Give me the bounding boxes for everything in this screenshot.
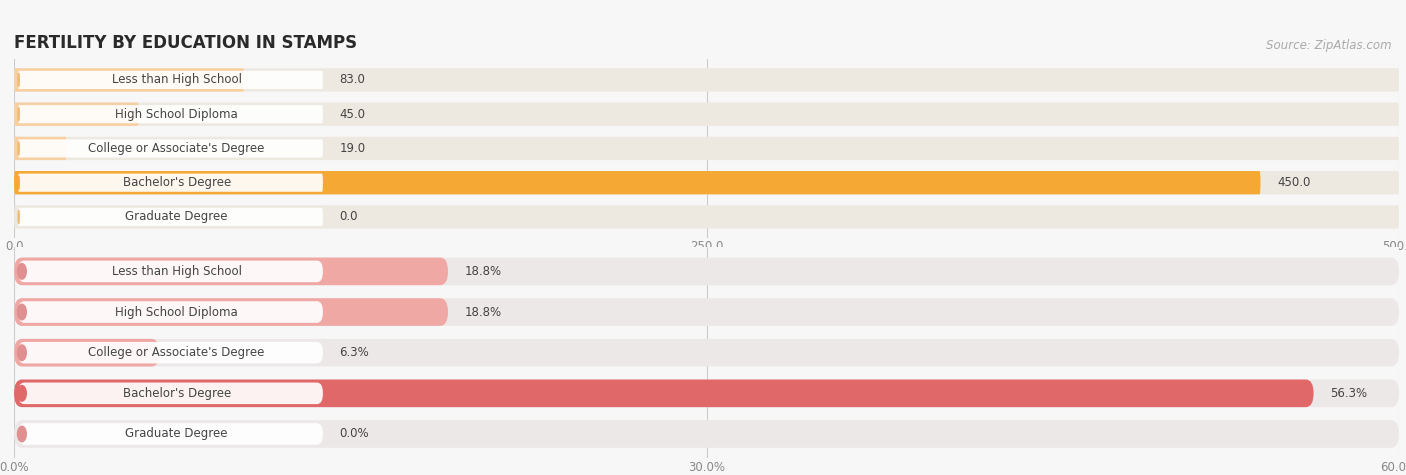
FancyBboxPatch shape xyxy=(14,257,1399,285)
FancyBboxPatch shape xyxy=(14,380,1399,407)
Text: 45.0: 45.0 xyxy=(339,108,366,121)
FancyBboxPatch shape xyxy=(14,420,1399,448)
Text: 18.8%: 18.8% xyxy=(464,305,502,319)
FancyBboxPatch shape xyxy=(14,68,1399,92)
Circle shape xyxy=(17,386,27,401)
Text: Bachelor's Degree: Bachelor's Degree xyxy=(122,176,231,189)
FancyBboxPatch shape xyxy=(18,173,323,192)
Text: 19.0: 19.0 xyxy=(339,142,366,155)
FancyBboxPatch shape xyxy=(18,208,323,226)
FancyBboxPatch shape xyxy=(14,339,159,367)
Circle shape xyxy=(17,264,27,279)
FancyBboxPatch shape xyxy=(14,171,1261,194)
Text: College or Associate's Degree: College or Associate's Degree xyxy=(89,346,264,359)
Text: 83.0: 83.0 xyxy=(339,74,366,86)
Circle shape xyxy=(17,304,27,320)
Text: Bachelor's Degree: Bachelor's Degree xyxy=(122,387,231,400)
FancyBboxPatch shape xyxy=(14,205,1399,228)
FancyBboxPatch shape xyxy=(18,382,323,404)
Text: 0.0%: 0.0% xyxy=(339,428,370,440)
FancyBboxPatch shape xyxy=(18,261,323,282)
FancyBboxPatch shape xyxy=(14,68,245,92)
Text: Less than High School: Less than High School xyxy=(111,265,242,278)
FancyBboxPatch shape xyxy=(18,71,323,89)
Text: College or Associate's Degree: College or Associate's Degree xyxy=(89,142,264,155)
FancyBboxPatch shape xyxy=(14,103,139,126)
Text: Less than High School: Less than High School xyxy=(111,74,242,86)
FancyBboxPatch shape xyxy=(14,257,449,285)
Text: 450.0: 450.0 xyxy=(1277,176,1310,189)
Text: High School Diploma: High School Diploma xyxy=(115,305,238,319)
FancyBboxPatch shape xyxy=(14,339,1399,367)
FancyBboxPatch shape xyxy=(14,298,1399,326)
Text: 0.0: 0.0 xyxy=(339,210,359,223)
FancyBboxPatch shape xyxy=(18,105,323,124)
Circle shape xyxy=(17,426,27,442)
Text: 56.3%: 56.3% xyxy=(1330,387,1367,400)
FancyBboxPatch shape xyxy=(18,342,323,363)
FancyBboxPatch shape xyxy=(18,301,323,323)
Text: High School Diploma: High School Diploma xyxy=(115,108,238,121)
Circle shape xyxy=(17,345,27,361)
FancyBboxPatch shape xyxy=(14,103,1399,126)
Text: 6.3%: 6.3% xyxy=(339,346,370,359)
Text: Graduate Degree: Graduate Degree xyxy=(125,210,228,223)
FancyBboxPatch shape xyxy=(14,298,449,326)
Text: Source: ZipAtlas.com: Source: ZipAtlas.com xyxy=(1267,39,1392,52)
FancyBboxPatch shape xyxy=(14,171,1399,194)
FancyBboxPatch shape xyxy=(14,137,66,160)
FancyBboxPatch shape xyxy=(18,139,323,158)
Text: 18.8%: 18.8% xyxy=(464,265,502,278)
FancyBboxPatch shape xyxy=(18,423,323,445)
Text: Graduate Degree: Graduate Degree xyxy=(125,428,228,440)
FancyBboxPatch shape xyxy=(14,380,1313,407)
FancyBboxPatch shape xyxy=(14,137,1399,160)
Text: FERTILITY BY EDUCATION IN STAMPS: FERTILITY BY EDUCATION IN STAMPS xyxy=(14,34,357,52)
